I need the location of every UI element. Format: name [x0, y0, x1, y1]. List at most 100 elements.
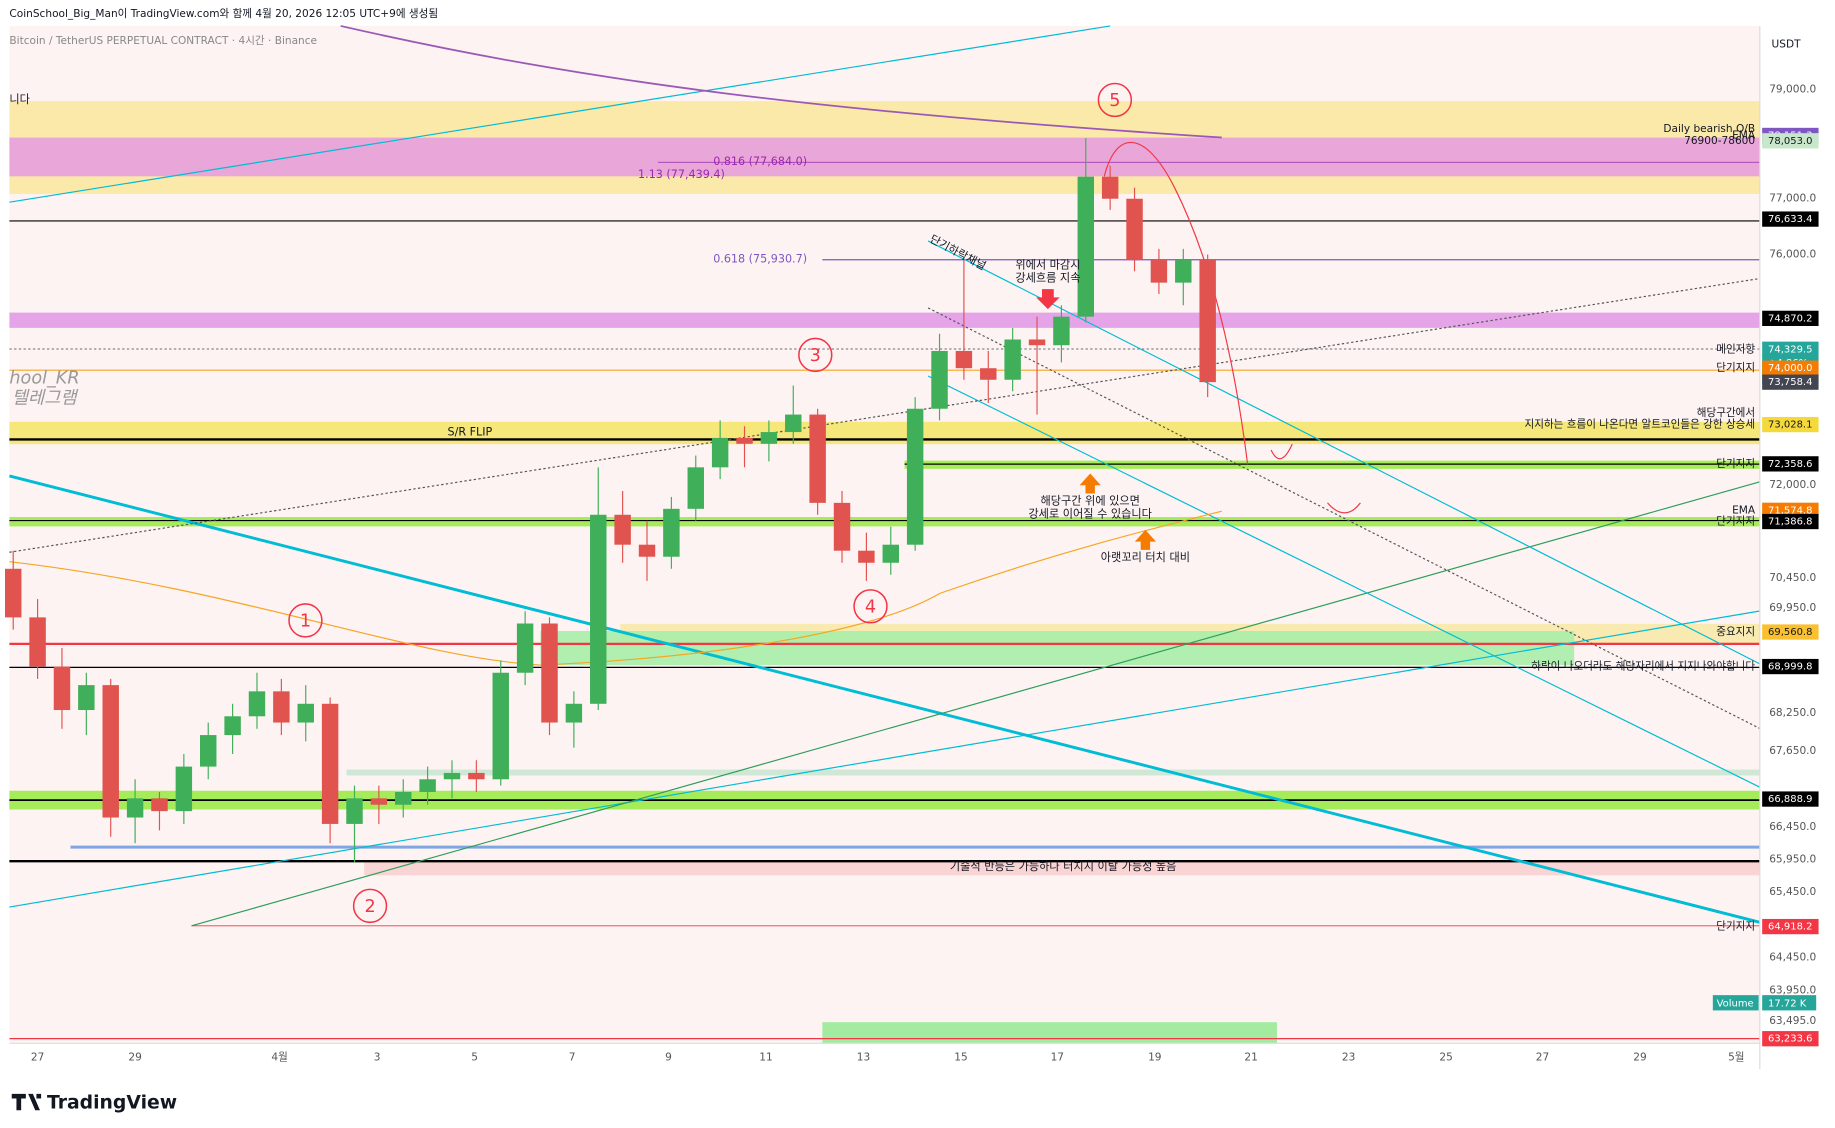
candle-body [980, 368, 997, 380]
date-label: 27 [1536, 1051, 1549, 1063]
price-tag-bg [1762, 133, 1819, 149]
candle-body [1077, 176, 1095, 317]
candles [4, 138, 1216, 863]
wave-label: 5 [1109, 91, 1120, 111]
candle-body [78, 685, 95, 711]
projection-arc [1103, 141, 1249, 465]
channel-line [927, 375, 1761, 788]
candle-body [785, 414, 802, 433]
price-tag-bg [1762, 360, 1819, 376]
candle-body [29, 617, 46, 667]
logo [11, 1093, 42, 1111]
price-tag-note: 중요지지 [1716, 626, 1755, 638]
price-tag-note: 해당구간에서 [1697, 406, 1755, 419]
axis-bg [1759, 25, 1835, 1070]
wave-label: 1 [300, 612, 311, 632]
date-label: 5 [471, 1051, 478, 1063]
date-label: 27 [31, 1051, 44, 1063]
candle-body [858, 550, 875, 563]
price-tick-label: 79,000.0 [1769, 83, 1816, 95]
wave-circle [1097, 82, 1133, 118]
price-tag: 68,999.8 [1768, 662, 1812, 673]
candle-body [346, 798, 363, 824]
date-label: 23 [1342, 1051, 1355, 1063]
date-label: 21 [1244, 1051, 1257, 1063]
price-tag-note: 76900-78600 [1684, 135, 1755, 147]
ema-line [340, 25, 1222, 139]
wave-circle [853, 589, 888, 624]
price-tag: 64,918.2 [1768, 922, 1812, 933]
date-label: 3 [374, 1051, 381, 1063]
price-tag-bg [1762, 658, 1819, 675]
price-tick-label: 63,495.0 [1769, 1015, 1816, 1027]
price-tag-bg [1762, 513, 1819, 530]
price-tick-label: 69,950.0 [1769, 602, 1816, 614]
price-tick-label: 65,450.0 [1769, 886, 1816, 898]
price-tick-label: 70,450.0 [1769, 572, 1816, 584]
footer: TradingView [11, 1093, 177, 1114]
zone [822, 1022, 1277, 1044]
volume-note: Volume [1717, 998, 1754, 1009]
wave-label: 2 [364, 897, 375, 917]
date-axis: 27 29 4월 3 5 7 9 11 13 15 17 19 21 23 25 27 29 5월 [31, 1051, 1745, 1063]
date-label: 7 [569, 1051, 576, 1063]
symbol: Bitcoin / TetherUS PERPETUAL CONTRACT · … [9, 35, 317, 47]
price-tick-label: 66,450.0 [1769, 821, 1816, 833]
candle-body [736, 437, 753, 444]
zone [540, 630, 1575, 666]
candle-body [1150, 260, 1168, 283]
price-tag-bg [1762, 211, 1819, 227]
brand: TradingView [47, 1093, 177, 1114]
price-tag-note: 메인저항 [1716, 343, 1755, 355]
candle-body [419, 779, 436, 792]
date-label: 4월 [271, 1051, 287, 1063]
price-tick-label: 63,950.0 [1769, 985, 1816, 997]
candle-body [638, 544, 656, 557]
fib-label: 0.816 (77,684.0) [713, 155, 807, 168]
price-tag: 74,870.2 [1768, 313, 1812, 324]
price-tag-note: 단기지지 [1716, 362, 1755, 374]
volume-note-bg [1712, 995, 1759, 1011]
wave-label: 3 [810, 346, 821, 366]
ema-line [9, 510, 1222, 666]
price-tag: 76,633.4 [1768, 214, 1812, 225]
candle-body [443, 772, 461, 780]
candle-body [1199, 260, 1216, 383]
candle-body [687, 467, 704, 509]
trend-line [9, 25, 1111, 203]
date-label: 9 [665, 1051, 672, 1063]
candle-body [711, 437, 729, 468]
candle-body [273, 691, 290, 723]
price-tag: 74,329.5 [1768, 344, 1812, 355]
plot-zones [9, 25, 1761, 1044]
price-tag: 69,560.8 [1768, 627, 1812, 638]
watermark: hool_KR [9, 368, 79, 388]
zone [9, 137, 1760, 177]
note: 해당구간 위에 있으면 [1040, 495, 1139, 508]
price-tick-label: 64,450.0 [1769, 951, 1816, 963]
price-tick-label: 76,000.0 [1769, 248, 1816, 260]
cut-text: 니다 [9, 93, 30, 106]
candle-body [102, 685, 119, 818]
arrow-up [1134, 529, 1156, 550]
price-tag-bg [1762, 374, 1819, 390]
candle-body [1004, 339, 1021, 380]
price-tag-note: EMA [1732, 129, 1756, 141]
price-tag: 72,358.6 [1768, 459, 1812, 470]
price-tick-label: 77,000.0 [1769, 193, 1816, 205]
volume-tag-bg [1762, 995, 1817, 1011]
date-label: 15 [954, 1051, 967, 1063]
price-tag-bg [1762, 310, 1819, 326]
date-label: 11 [759, 1051, 772, 1063]
zone [346, 769, 1760, 776]
candle-body [882, 544, 899, 563]
trend-line [9, 277, 1760, 553]
trend-line [9, 610, 1760, 908]
fib-label: 0.618 (75,930.7) [713, 253, 807, 266]
candle-body [4, 568, 22, 618]
note: 기술적 반등은 가능하나 터치지 이탈 가능성 높음 [950, 859, 1177, 873]
candle-body [297, 703, 314, 723]
projection-mark [1270, 443, 1361, 514]
note: 위에서 마감시 [1015, 259, 1080, 272]
